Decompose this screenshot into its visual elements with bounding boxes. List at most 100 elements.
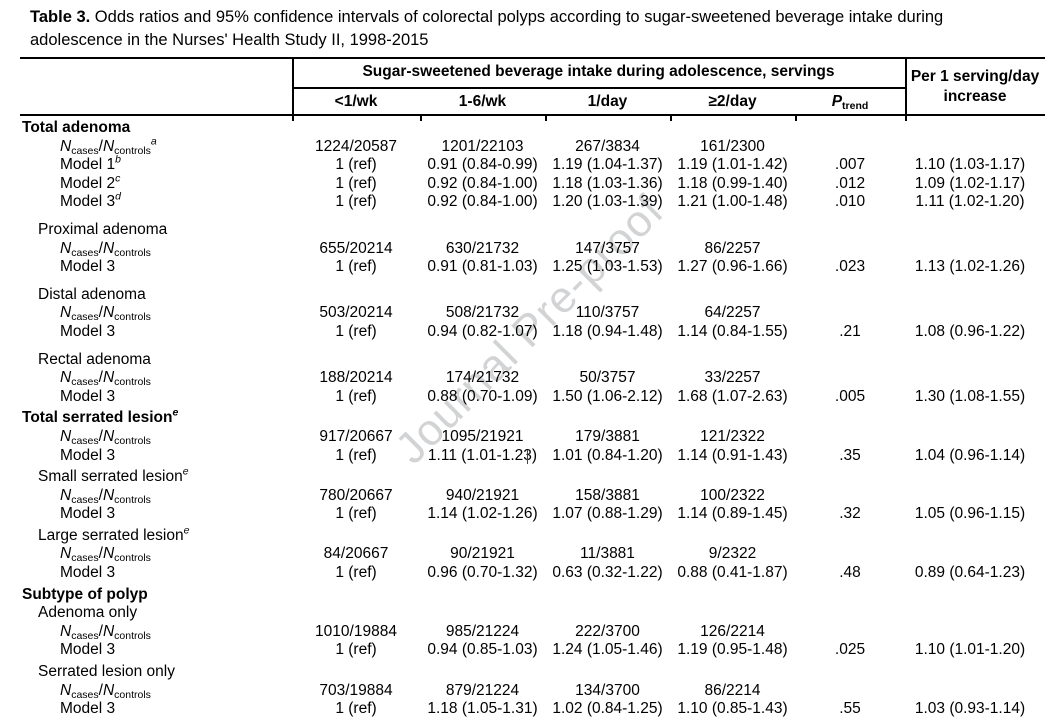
table-row: Model 3 1 (ref) 0.94 (0.82-1.07) 1.18 (0.94… <box>20 323 1035 342</box>
cases-subscript: cases <box>71 493 99 506</box>
table-cell: 222/3700 <box>575 622 640 640</box>
row-label-text: Adenoma only <box>38 604 138 622</box>
table-row: Adenoma only <box>20 604 1035 623</box>
table-cell: 1095/21921 <box>441 427 524 445</box>
text-cursor <box>527 450 529 464</box>
table-cell: 985/21224 <box>445 622 520 640</box>
table-row: Ncases/Ncontrols 780/20667 940/21921 158/38… <box>20 487 1035 506</box>
table-cell: 134/3700 <box>575 681 640 699</box>
table-cell: 147/3757 <box>575 239 640 257</box>
table-row: Proximal adenoma <box>20 221 1035 240</box>
row-label-text: Model 3 <box>60 193 116 211</box>
slash: / <box>98 427 103 445</box>
n-symbol: N <box>60 304 72 322</box>
table-row: Model 3 1 (ref) 0.96 (0.70-1.32) 0.63 (0.32… <box>20 564 1035 583</box>
table-row: Model 3 1 (ref) 0.88 (0.70-1.09) 1.50 (1.06… <box>20 388 1035 407</box>
column-tick <box>670 116 672 121</box>
table-row: Ncases/Ncontrolsa 1224/20587 1201/22103 267… <box>20 136 1035 157</box>
slash: / <box>98 304 103 322</box>
p-trend-subscript: trend <box>842 100 869 112</box>
table-cell <box>670 286 795 305</box>
table-cell: 1 (ref) <box>335 505 377 523</box>
row-label-text: Rectal adenoma <box>38 350 151 368</box>
slash: / <box>98 239 103 257</box>
cases-subscript: cases <box>71 311 99 324</box>
table-row: Model 3 1 (ref) 1.18 (1.05-1.31) 1.02 (0.84… <box>20 700 1035 719</box>
row-label: Model 3 <box>20 388 292 407</box>
table-cell: 1.50 (1.06-2.12) <box>552 387 663 405</box>
cases-subscript: cases <box>71 688 99 701</box>
table-cell: 1.25 (1.03-1.53) <box>552 258 663 276</box>
spanner-underline-rule <box>292 87 905 89</box>
table-row: Model 2c 1 (ref) 0.92 (0.84-1.00) 1.18 (1.0… <box>20 173 1035 194</box>
table-cell: 174/21732 <box>445 369 520 387</box>
cases-subscript: cases <box>71 246 99 259</box>
table-cell: 161/2300 <box>700 137 765 155</box>
table-cell: .012 <box>834 174 866 192</box>
slash: / <box>98 681 103 699</box>
row-label-text: Model 3 <box>60 564 116 582</box>
table-cell: 86/2257 <box>704 239 761 257</box>
footnote-superscript: b <box>115 153 121 166</box>
row-label: Model 2c <box>20 173 292 194</box>
table-cell: 1.18 (0.99-1.40) <box>677 174 788 192</box>
footnote-superscript: e <box>183 524 190 537</box>
table-cell: 655/20214 <box>319 239 393 257</box>
table-title: Table 3. Odds ratios and 95% confidence … <box>30 6 1030 52</box>
table-cell <box>795 138 905 157</box>
table-cell <box>795 286 905 305</box>
table-cell <box>420 468 545 487</box>
row-label-text: Model 2 <box>60 174 116 192</box>
row-label: Proximal adenoma <box>20 221 292 240</box>
table-cell: 1.30 (1.08-1.55) <box>914 387 1026 405</box>
column-header-p-trend: Ptrend <box>795 92 905 112</box>
table-cell <box>420 586 545 605</box>
footnote-superscript: e <box>182 465 189 478</box>
n-symbol: N <box>102 304 115 322</box>
n-symbol: N <box>60 137 72 155</box>
table-cell: 780/20667 <box>319 486 393 504</box>
table-cell: 1 (ref) <box>335 322 377 340</box>
row-label: Model 1b <box>20 153 292 175</box>
table-cell <box>292 663 420 682</box>
table-row: Model 1b 1 (ref) 0.91 (0.84-0.99) 1.19 (1.0… <box>20 153 1035 175</box>
row-label: Model 3 <box>20 323 292 342</box>
table-cell: 703/19884 <box>319 681 393 699</box>
row-label: Ncases/Ncontrols <box>20 682 292 701</box>
table-cell: 1.03 (0.93-1.14) <box>914 700 1026 718</box>
controls-subscript: controls <box>114 629 151 642</box>
table-cell: 1.04 (0.96-1.14) <box>914 446 1026 464</box>
table-row: Ncases/Ncontrols 703/19884 879/21224 134/37… <box>20 682 1035 701</box>
table-cell <box>670 119 795 138</box>
table-cell <box>795 623 905 642</box>
table-cell <box>545 119 670 138</box>
table-cell <box>905 468 1035 487</box>
table-row: Model 3 1 (ref) 0.91 (0.81-1.03) 1.25 (1.03… <box>20 258 1035 277</box>
table-cell: 1.19 (1.04-1.37) <box>552 156 663 174</box>
table-cell: 0.89 (0.64-1.23) <box>914 564 1026 582</box>
n-symbol: N <box>60 369 72 387</box>
table-cell: 1.08 (0.96-1.22) <box>914 322 1026 340</box>
table-cell: 1.18 (1.03-1.36) <box>552 174 663 192</box>
table-cell: 1.27 (0.96-1.66) <box>677 258 788 276</box>
table-cell <box>905 119 1035 138</box>
table-cell: 1 (ref) <box>335 387 377 405</box>
table-cell <box>905 487 1035 506</box>
controls-subscript: controls <box>114 311 151 324</box>
table-cell: 188/20214 <box>319 369 393 387</box>
n-symbol: N <box>60 427 72 445</box>
table-cell <box>670 586 795 605</box>
slash: / <box>98 369 103 387</box>
table-cell <box>292 604 420 623</box>
table-cell <box>905 138 1035 157</box>
table-cell: .007 <box>834 156 866 174</box>
table-cell: 503/20214 <box>319 304 393 322</box>
table-cell: 1.14 (0.91-1.43) <box>677 446 788 464</box>
row-label: Model 3 <box>20 505 292 524</box>
table-cell <box>795 663 905 682</box>
row-label-text: Model 3 <box>60 700 116 718</box>
table-cell: 179/3881 <box>575 427 640 445</box>
table-cell: 1.20 (1.03-1.39) <box>552 193 663 211</box>
table-cell: 11/3881 <box>580 545 635 563</box>
